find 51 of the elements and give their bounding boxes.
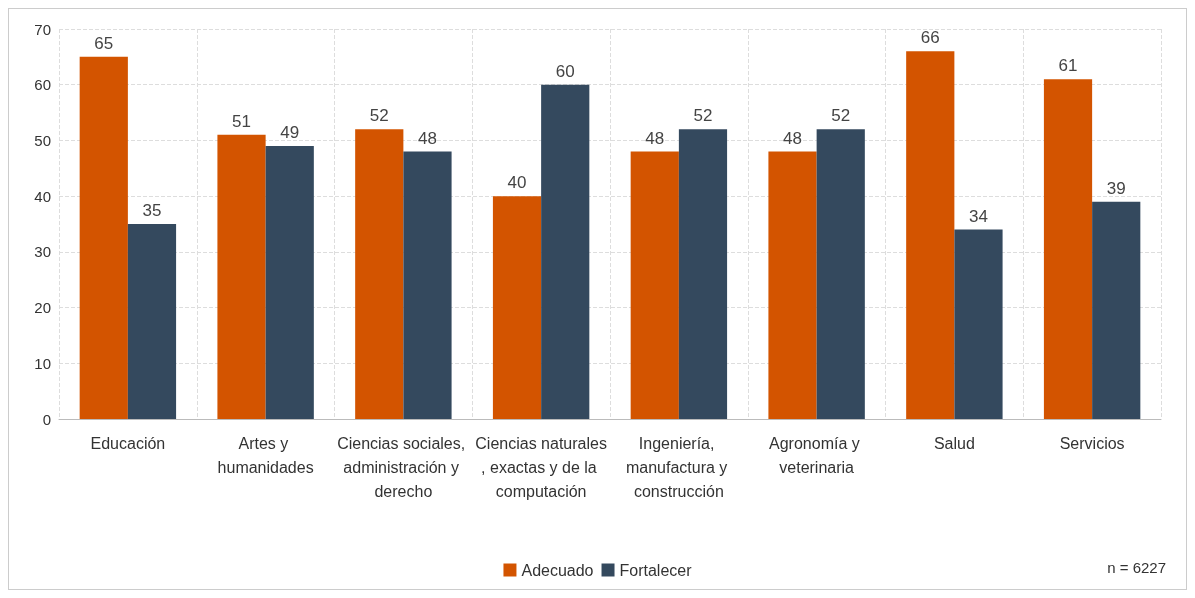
data-label: 35 <box>142 201 162 220</box>
y-tick-label: 40 <box>34 187 51 205</box>
x-tick-label: Ciencias sociales, administración y derecho <box>337 434 470 500</box>
data-label: 51 <box>232 111 251 131</box>
y-tick-label: 10 <box>34 354 51 372</box>
y-tick-label: 0 <box>42 410 51 428</box>
data-label: 34 <box>969 206 988 226</box>
bar <box>1043 79 1093 419</box>
y-tick-label: 60 <box>34 76 51 94</box>
y-tick-label: 50 <box>34 131 51 149</box>
data-label: 66 <box>920 28 940 48</box>
bar <box>678 129 728 419</box>
bar <box>355 129 404 419</box>
x-tick-label: Servicios <box>1059 434 1125 452</box>
bar <box>127 224 177 419</box>
data-label: 48 <box>645 128 665 148</box>
legend-label: Fortalecer <box>619 561 693 579</box>
data-label: 48 <box>418 128 437 148</box>
bar <box>768 151 817 419</box>
bar <box>1092 201 1141 419</box>
bar <box>265 146 314 419</box>
text: n = 6227 <box>1107 559 1167 576</box>
bar <box>816 129 865 419</box>
x-tick-label: Educación <box>90 434 166 452</box>
bar <box>79 56 128 419</box>
data-label: 52 <box>369 106 389 126</box>
bar <box>217 134 266 419</box>
data-label: 52 <box>831 106 851 126</box>
bar <box>541 84 590 419</box>
x-tick-label: Agronomía y veterinaria <box>769 434 865 476</box>
legend-label: Adecuado <box>521 561 594 579</box>
data-label: 48 <box>783 128 802 148</box>
data-label: 60 <box>555 61 575 81</box>
bar <box>492 196 542 419</box>
bar <box>403 151 452 419</box>
x-tick-label: Ingeniería, manufactura y construcción <box>625 434 732 500</box>
x-tick-label: Artes y humanidades <box>217 434 314 476</box>
y-tick-label: 70 <box>34 20 51 38</box>
bar <box>954 229 1003 419</box>
y-tick-label: 20 <box>34 299 51 317</box>
y-tick-label: 30 <box>34 243 51 261</box>
data-label: 39 <box>1106 178 1126 198</box>
data-label: 65 <box>94 33 114 53</box>
x-tick-label: Ciencias naturales, exactas y de la computación <box>475 434 607 500</box>
data-label: 52 <box>693 106 713 126</box>
x-tick-label: Salud <box>933 434 975 452</box>
bar <box>906 51 955 419</box>
data-label: 61 <box>1058 56 1078 76</box>
data-label: 49 <box>280 123 300 142</box>
bar <box>630 151 679 419</box>
data-label: 40 <box>507 173 527 193</box>
